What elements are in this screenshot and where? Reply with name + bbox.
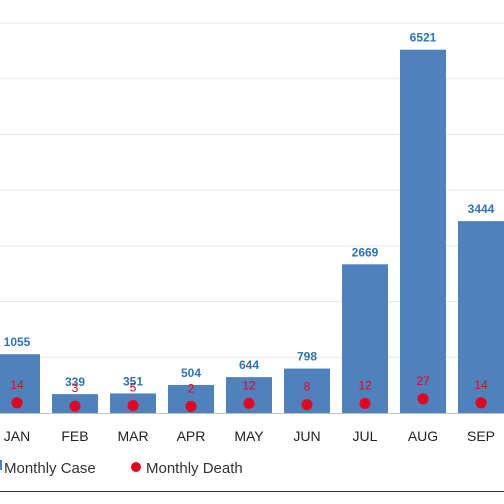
legend-swatch-monthly-case [0,460,2,470]
death-label-apr: 2 [188,381,195,395]
death-point-apr [185,400,197,412]
bar-label-jul: 2669 [352,245,379,259]
death-label-jul: 12 [358,378,372,392]
death-point-aug [417,393,429,405]
x-tick-feb: FEB [61,428,88,444]
bars-monthly-case [0,49,504,414]
death-point-jan [11,397,23,409]
legend-label-monthly-case: Monthly Case [4,460,96,477]
death-point-jul [359,397,371,409]
death-point-jun [301,399,313,411]
death-point-sep [475,397,487,409]
bar-label-jan: 1055 [4,335,31,349]
bar-sep [458,221,504,413]
death-label-jun: 8 [304,380,311,394]
bar-value-labels: 1055 339 351 504 644 798 2669 6521 3444 [4,31,495,389]
x-tick-apr: APR [177,428,206,444]
bar-jul [342,264,388,413]
points-monthly-death [11,393,487,412]
bar-label-feb: 339 [65,375,85,389]
x-tick-mar: MAR [117,428,148,444]
death-label-feb: 3 [72,381,79,395]
bar-label-mar: 351 [123,374,143,388]
legend-label-monthly-death: Monthly Death [146,460,243,477]
death-label-sep: 14 [474,378,488,392]
bar-label-apr: 504 [181,366,201,380]
death-value-labels: 14 3 5 2 12 8 12 27 14 [10,374,488,396]
death-point-feb [69,400,81,412]
x-tick-labels: JAN FEB MAR APR MAY JUN JUL AUG SEP [4,428,495,444]
bar-aug [400,49,446,414]
x-tick-aug: AUG [408,428,438,444]
x-tick-may: MAY [234,428,264,444]
legend: Monthly Case Monthly Death [0,460,243,477]
x-tick-jun: JUN [293,428,320,444]
death-point-mar [127,400,139,411]
death-label-may: 12 [242,378,256,392]
bar-label-may: 644 [239,358,259,372]
bar-label-aug: 6521 [410,31,437,45]
death-label-jan: 14 [10,378,24,392]
x-tick-sep: SEP [467,428,495,444]
bar-label-sep: 3444 [468,202,495,216]
legend-swatch-monthly-death [131,462,141,472]
bar-label-jun: 798 [297,350,317,364]
death-label-mar: 5 [130,381,137,395]
x-tick-jan: JAN [4,428,30,444]
death-label-aug: 27 [416,374,430,388]
death-point-may [243,397,255,409]
gridlines [0,22,504,358]
x-tick-jul: JUL [353,428,378,444]
